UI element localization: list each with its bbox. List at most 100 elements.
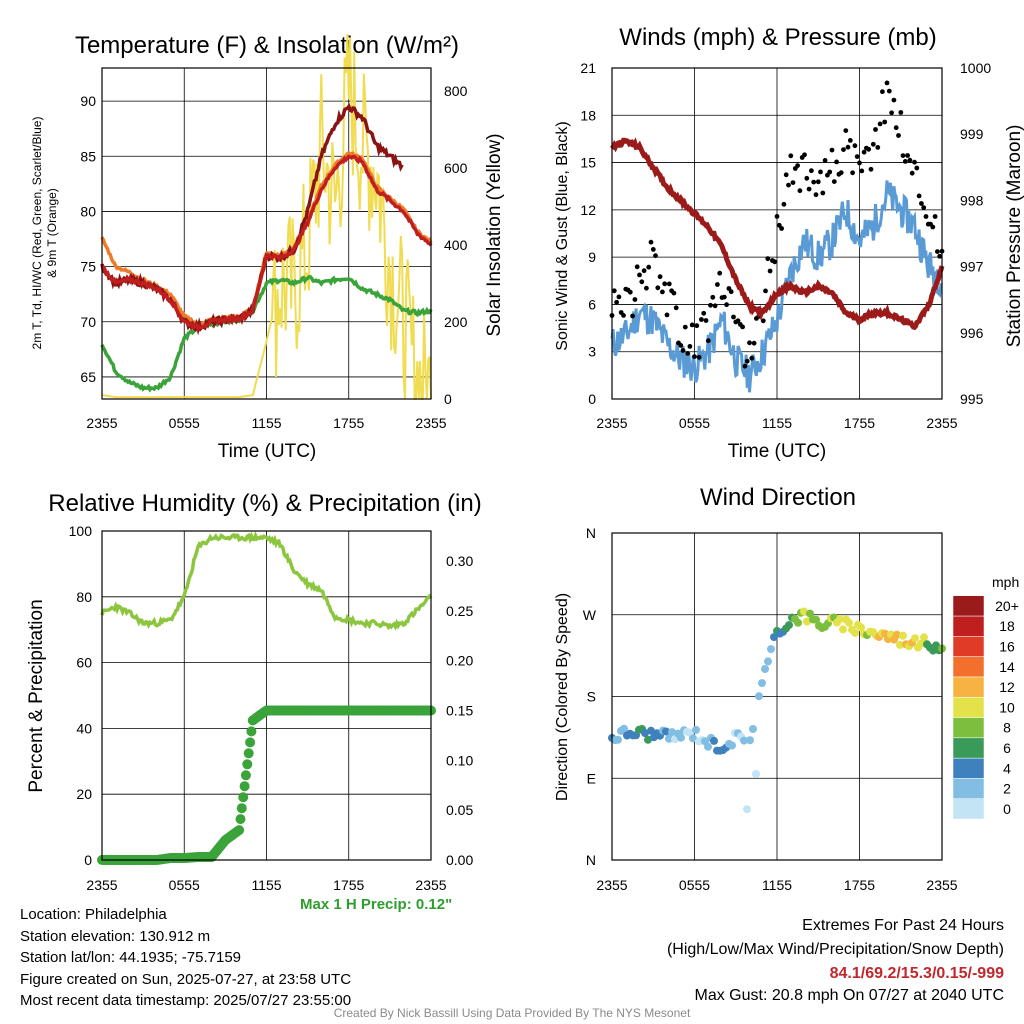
gust-point	[822, 158, 828, 163]
pressure-line	[610, 137, 945, 331]
y-tick-label: 800	[444, 83, 468, 99]
gust-point	[634, 264, 640, 270]
gust-point	[701, 310, 707, 316]
temp-2m-line	[100, 154, 433, 333]
direction-point	[665, 734, 673, 743]
gust-point	[900, 153, 906, 159]
y-tick-label: 90	[80, 93, 96, 109]
location-text: Location: Philadelphia	[20, 906, 167, 923]
y-tick-label: 0	[84, 852, 92, 868]
legend-label: 4	[1003, 760, 1011, 776]
temp-ylabel-line2: & 9m T (Orange)	[45, 188, 59, 278]
station-info: Location: Philadelphia Station elevation…	[20, 904, 351, 1012]
direction-point	[836, 614, 844, 623]
direction-point	[917, 639, 925, 648]
y-tick-label: 998	[960, 192, 984, 208]
gust-point	[820, 190, 826, 196]
x-tick-label: 0555	[679, 415, 710, 431]
gust-point	[806, 186, 812, 192]
legend-label: 20+	[995, 598, 1019, 614]
x-tick-label: 2355	[596, 877, 627, 893]
speed-legend: 0 2 4 6 8 10 12 14 16 18 20+	[952, 595, 1019, 820]
direction-point	[806, 609, 814, 618]
gust-point	[914, 165, 920, 171]
gust-point	[708, 302, 713, 308]
y-tick-label: 0	[444, 391, 452, 407]
legend-swatch	[952, 798, 985, 820]
gust-point	[930, 224, 936, 230]
x-tick-label: 1755	[333, 877, 364, 893]
legend-label: 8	[1003, 720, 1011, 736]
gust-point	[671, 290, 677, 296]
gust-point	[673, 305, 679, 311]
y-tick-label: 995	[960, 391, 984, 407]
gust-point	[744, 358, 750, 364]
direction-point	[692, 725, 700, 734]
credit-text: Created By Nick Bassill Using Data Provi…	[333, 1006, 691, 1020]
dewpoint-line	[100, 275, 433, 393]
rh-left-ticks: 0 20 40 60 80 100	[69, 523, 93, 868]
temp-grid	[102, 68, 431, 399]
rh-x-ticks: 2355 0555 1155 1755 2355	[86, 877, 446, 893]
wind-right-ticks: 995 996 997 998 999 1000	[960, 60, 991, 407]
legend-swatch	[952, 737, 985, 759]
dir-ylabel: Direction (Colored By Speed)	[554, 593, 571, 801]
gust-point	[838, 170, 844, 176]
wind-title: Winds (mph) & Pressure (mb)	[619, 24, 936, 51]
gust-point	[648, 239, 654, 245]
gust-point	[813, 192, 819, 198]
wind-frame	[611, 67, 943, 400]
gust-point	[866, 146, 872, 152]
gust-point	[611, 288, 617, 294]
gust-point	[880, 89, 885, 95]
gust-point	[802, 152, 807, 158]
gust-point	[664, 312, 670, 318]
gust-point	[621, 313, 626, 318]
direction-point	[851, 628, 859, 637]
gust-point	[731, 314, 736, 320]
y-tick-label: 70	[80, 314, 96, 330]
x-tick-label: 1155	[251, 877, 281, 893]
precip-point	[234, 825, 245, 836]
gust-point	[763, 288, 768, 294]
gust-point	[662, 281, 668, 287]
legend-label: 16	[999, 638, 1015, 654]
gust-point	[873, 127, 878, 132]
gust-point	[795, 163, 800, 169]
direction-point	[794, 618, 802, 627]
x-tick-label: 1755	[333, 415, 364, 431]
gust-point	[627, 289, 633, 295]
x-tick-label: 2355	[86, 415, 117, 431]
direction-point	[812, 615, 820, 624]
gust-point	[694, 323, 700, 329]
gust-point	[616, 294, 622, 300]
rh-panel: Relative Humidity (%) & Precipitation (i…	[26, 490, 482, 893]
y-tick-label: 200	[444, 314, 468, 330]
latlon-text: Station lat/lon: 44.1935; -75.7159	[20, 949, 242, 966]
x-tick-label: 2355	[926, 877, 957, 893]
y-tick-label: 20	[76, 786, 92, 802]
precip-point	[245, 737, 256, 748]
gust-point	[886, 88, 892, 94]
gust-point	[772, 259, 778, 265]
gust-point	[650, 247, 656, 252]
temp-frame	[101, 67, 432, 400]
legend-label: 12	[999, 679, 1015, 695]
gust-point	[811, 179, 817, 185]
direction-point	[728, 741, 736, 750]
y-tick-label: 400	[444, 237, 468, 253]
gust-point	[923, 214, 929, 219]
gust-point	[644, 285, 649, 291]
y-tick-label: 60	[76, 655, 92, 671]
recent-data-text: Most recent data timestamp: 2025/07/27 2…	[20, 992, 352, 1009]
precip-point	[235, 814, 246, 825]
extremes-values: 84.1/69.2/15.3/0.15/-999	[829, 965, 1004, 982]
gust-point	[818, 169, 823, 175]
gust-point	[891, 97, 897, 103]
y-tick-label: 0.10	[446, 752, 473, 768]
dir-plot-area	[608, 607, 946, 814]
gust-point	[829, 147, 835, 153]
gust-point	[689, 322, 695, 328]
gust-point	[932, 214, 938, 219]
y-tick-label: 0.00	[446, 852, 473, 868]
